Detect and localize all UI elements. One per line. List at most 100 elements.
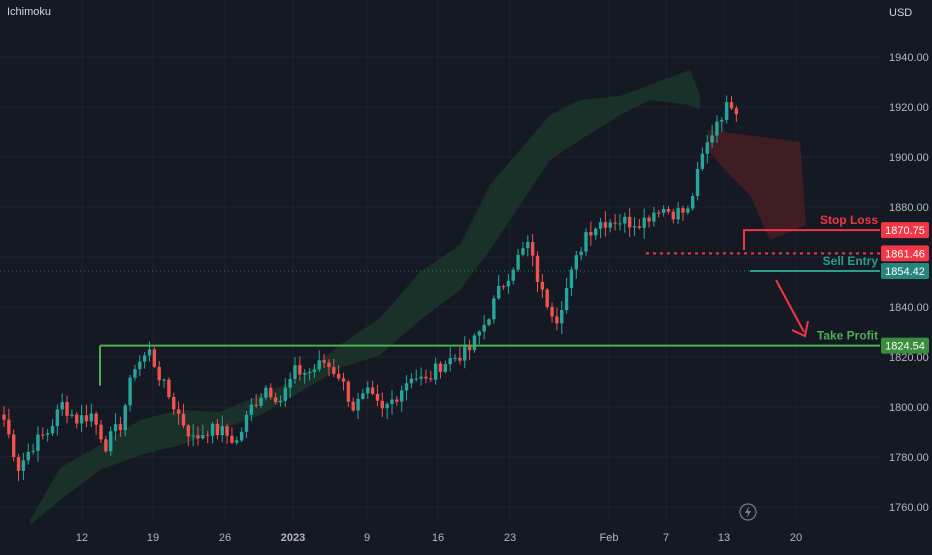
candle-body (419, 376, 423, 379)
currency-label: USD (889, 7, 913, 19)
candle-body (598, 222, 603, 229)
y-tick-label: 1780.00 (889, 452, 929, 464)
lightning-icon-bolt (745, 506, 751, 518)
y-tick-label: 1880.00 (889, 202, 929, 214)
candle-body (283, 387, 287, 401)
candle-body (172, 396, 176, 410)
candle-body (55, 409, 60, 427)
candle-body (162, 379, 166, 381)
lightning-icon[interactable] (739, 503, 757, 521)
candle-body (113, 424, 118, 432)
candle-body (50, 426, 55, 434)
candle-body (176, 409, 181, 414)
lightning-icon-ring (739, 503, 757, 521)
candle-body (109, 431, 113, 452)
candle-body (729, 102, 734, 109)
candle-body (545, 289, 549, 307)
candle-body (400, 390, 404, 402)
indicator-label[interactable]: Ichimoku (7, 6, 52, 18)
price-badge[interactable]: 1861.46 (881, 245, 929, 262)
candle-body (375, 393, 380, 401)
x-tick-label: 9 (364, 532, 370, 544)
candle-body (254, 404, 258, 406)
price-badge-text: 1861.46 (885, 248, 925, 260)
candle-body (501, 286, 506, 288)
candle-body (433, 363, 438, 380)
price-badge-bg (881, 337, 929, 354)
stop-loss-line[interactable] (743, 229, 880, 250)
candle-body (235, 440, 239, 443)
stop-loss-label: Stop Loss (820, 213, 878, 227)
candle-body (336, 373, 341, 379)
candle-body (12, 434, 16, 457)
candle-body (26, 451, 30, 461)
candle-body (366, 387, 370, 394)
candle-body (220, 426, 224, 436)
candle-body (395, 399, 399, 402)
candle-body (579, 251, 583, 256)
price-badge[interactable]: 1824.54 (881, 337, 929, 354)
candle-body (681, 208, 685, 213)
candle-body (167, 379, 171, 397)
candle-body (734, 108, 739, 115)
candle-body (506, 280, 511, 287)
projection-arrow (775, 279, 805, 333)
x-tick-label: 20 (790, 532, 802, 544)
candle-body (511, 269, 515, 281)
candle-body (627, 216, 632, 228)
x-tick-label: 7 (663, 532, 669, 544)
candle-body (259, 397, 263, 406)
candle-body (104, 439, 108, 452)
candle-body (298, 365, 302, 375)
candle-body (249, 404, 254, 415)
candle-body (564, 288, 569, 311)
candle-body (637, 226, 642, 228)
candle-body (244, 414, 249, 432)
candle-body (181, 413, 186, 426)
ichimoku-cloud (30, 70, 806, 525)
candle-body (186, 425, 190, 437)
price-badge[interactable]: 1854.42 (881, 262, 929, 279)
candle-body (225, 426, 229, 436)
candles (2, 95, 739, 482)
y-tick-label: 1840.00 (889, 302, 929, 314)
x-tick-label: 16 (432, 532, 444, 544)
candle-body (79, 415, 84, 424)
grid (0, 0, 880, 522)
y-tick-label: 1820.00 (889, 352, 929, 364)
candle-body (16, 456, 21, 471)
candle-body (574, 255, 578, 270)
candle-body (497, 286, 501, 299)
candle-body (705, 142, 709, 154)
trade-levels (0, 229, 880, 386)
candle-body (550, 306, 554, 317)
candle-body (482, 324, 486, 332)
candle-body (41, 434, 45, 436)
candle-body (647, 217, 651, 222)
candle-body (463, 344, 467, 361)
candle-body (322, 360, 326, 363)
candle-body (196, 435, 200, 439)
candle-body (264, 387, 268, 398)
x-tick-label: 2023 (281, 532, 305, 544)
candle-body (99, 424, 103, 440)
price-badge-bg (881, 222, 929, 239)
y-tick-label: 1940.00 (889, 52, 929, 64)
candle-body (269, 387, 273, 398)
candle-body (36, 434, 40, 451)
y-tick-label: 1760.00 (889, 502, 929, 514)
candle-body (613, 222, 617, 224)
candle-body (632, 226, 637, 228)
candle-body (443, 364, 448, 372)
candle-body (720, 120, 724, 122)
candle-body (152, 349, 157, 367)
candle-body (65, 402, 69, 416)
candle-body (118, 424, 123, 431)
candle-body (686, 208, 690, 213)
candle-body (356, 398, 360, 411)
y-tick-label: 1900.00 (889, 152, 929, 164)
arrow-head-icon (791, 320, 809, 338)
price-badge[interactable]: 1870.75 (881, 222, 929, 239)
